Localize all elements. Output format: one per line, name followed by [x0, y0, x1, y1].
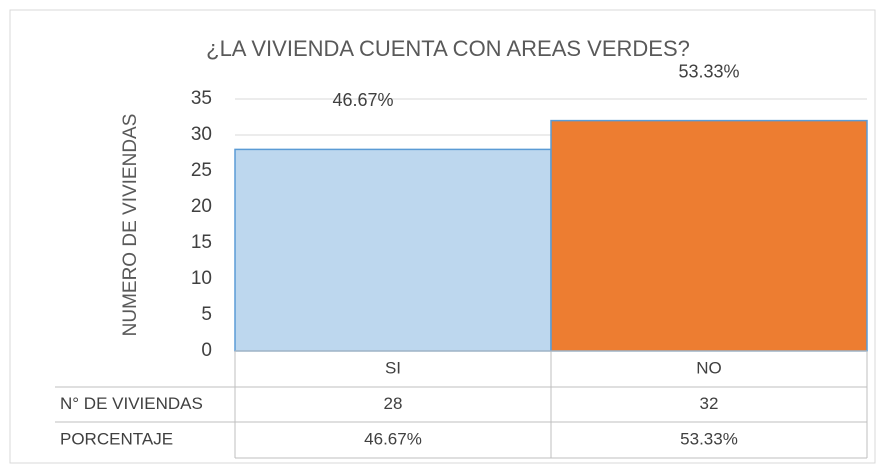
table-row-label: PORCENTAJE	[60, 429, 173, 448]
table-cell: 46.67%	[364, 429, 422, 448]
y-tick-label: 15	[191, 232, 212, 253]
chart-title: ¿LA VIVIENDA CUENTA CON AREAS VERDES?	[206, 36, 690, 61]
y-tick-label: 35	[191, 88, 212, 109]
y-tick-label: 20	[191, 196, 212, 217]
bar	[550, 119, 868, 352]
data-label: 46.67%	[332, 90, 393, 110]
y-tick-label: 0	[201, 340, 212, 361]
table-cell: 32	[700, 394, 719, 413]
table-cell: 28	[384, 394, 403, 413]
x-tick-label: NO	[696, 358, 722, 377]
x-tick-label: SI	[385, 358, 401, 377]
data-label: 53.33%	[678, 61, 739, 81]
y-tick-label: 30	[191, 124, 212, 145]
bar	[234, 148, 552, 352]
y-tick-label: 10	[191, 268, 212, 289]
table-row-label: N° DE VIVIENDAS	[60, 394, 203, 413]
y-axis-title: NUMERO DE VIVIENDAS	[120, 114, 141, 337]
table-cell: 53.33%	[680, 429, 738, 448]
y-tick-label: 25	[191, 160, 212, 181]
y-tick-label: 5	[201, 304, 212, 325]
